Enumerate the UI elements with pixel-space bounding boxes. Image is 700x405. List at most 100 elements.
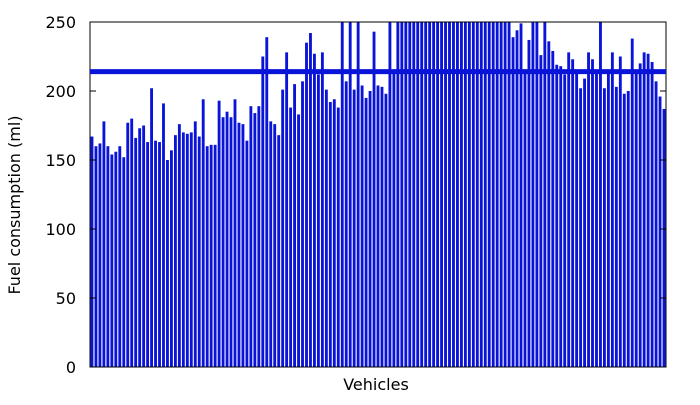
bar (646, 53, 650, 368)
y-tick-label: 0 (66, 358, 76, 377)
bar (380, 86, 384, 368)
bar (106, 146, 110, 367)
bar (444, 22, 447, 367)
bar (320, 52, 324, 368)
x-axis-label: Vehicles (343, 375, 409, 394)
bar (436, 22, 440, 367)
bar (535, 22, 539, 367)
bar (479, 22, 483, 367)
bar (567, 52, 571, 368)
bar (467, 22, 471, 367)
bar (364, 97, 368, 368)
bar (324, 89, 328, 368)
bar (102, 121, 106, 367)
y-axis-label: Fuel consumption (ml) (5, 115, 24, 294)
bar (94, 146, 98, 367)
bar (237, 122, 241, 368)
bar (547, 41, 551, 367)
bar (138, 128, 142, 367)
bar (269, 121, 273, 367)
bar (328, 102, 332, 367)
y-tick-label: 50 (56, 289, 76, 308)
bar (297, 114, 300, 368)
bar (626, 91, 630, 367)
bar (245, 140, 249, 367)
bar (313, 53, 316, 368)
bar (201, 99, 205, 367)
bar (499, 22, 503, 367)
bar (432, 22, 436, 367)
bar (285, 52, 289, 368)
bar (595, 71, 598, 368)
bar (241, 124, 245, 368)
y-tick-label: 250 (45, 13, 76, 32)
bar (503, 22, 507, 367)
bar (316, 74, 320, 367)
bar (225, 111, 229, 367)
bar (301, 81, 304, 367)
bar (587, 52, 590, 368)
bar (591, 59, 594, 367)
bar (622, 93, 626, 367)
bar (523, 70, 527, 368)
bar (392, 70, 396, 368)
bar (448, 22, 451, 367)
y-tick-label: 200 (45, 82, 76, 101)
bar (110, 154, 114, 367)
bar (424, 22, 428, 367)
bar (281, 89, 285, 368)
bar (205, 146, 209, 367)
bars-group (90, 22, 666, 368)
bar (404, 22, 408, 367)
bar (563, 74, 567, 367)
y-ticks-group: 0 50 100 150 200 250 (45, 13, 666, 377)
bar (293, 84, 297, 367)
bar (662, 108, 666, 367)
bar (344, 81, 348, 367)
bar (122, 157, 126, 367)
bar (583, 78, 586, 367)
bar (166, 160, 169, 367)
bar (654, 81, 658, 367)
bar (305, 42, 308, 367)
bar (249, 106, 253, 368)
bar (193, 121, 197, 367)
bar (384, 93, 388, 367)
bar (118, 146, 122, 367)
bar (400, 22, 404, 367)
bar (471, 22, 475, 367)
bar (309, 33, 312, 367)
bar (408, 22, 412, 367)
bar (114, 151, 118, 367)
bar (515, 30, 519, 368)
bar (197, 136, 201, 367)
bar (173, 135, 177, 367)
bar (142, 125, 146, 367)
bar (277, 135, 281, 367)
bar (642, 52, 646, 368)
bar (610, 52, 614, 368)
bar (440, 22, 443, 367)
bar (170, 150, 173, 367)
bar (376, 85, 380, 367)
plot-frame (89, 21, 667, 368)
bar (618, 56, 622, 367)
bar (634, 73, 638, 367)
bar (356, 22, 360, 367)
bar (638, 63, 642, 368)
bar (177, 124, 181, 368)
bar (531, 22, 535, 367)
bar (412, 22, 416, 367)
bar (158, 142, 161, 367)
bar (273, 124, 277, 368)
bar (261, 56, 265, 367)
bar (221, 117, 225, 367)
bar (98, 143, 102, 367)
bar (483, 22, 487, 367)
bar (571, 59, 575, 367)
bar (253, 113, 257, 367)
bar (332, 99, 336, 367)
bar (603, 88, 606, 368)
bar (372, 31, 376, 367)
